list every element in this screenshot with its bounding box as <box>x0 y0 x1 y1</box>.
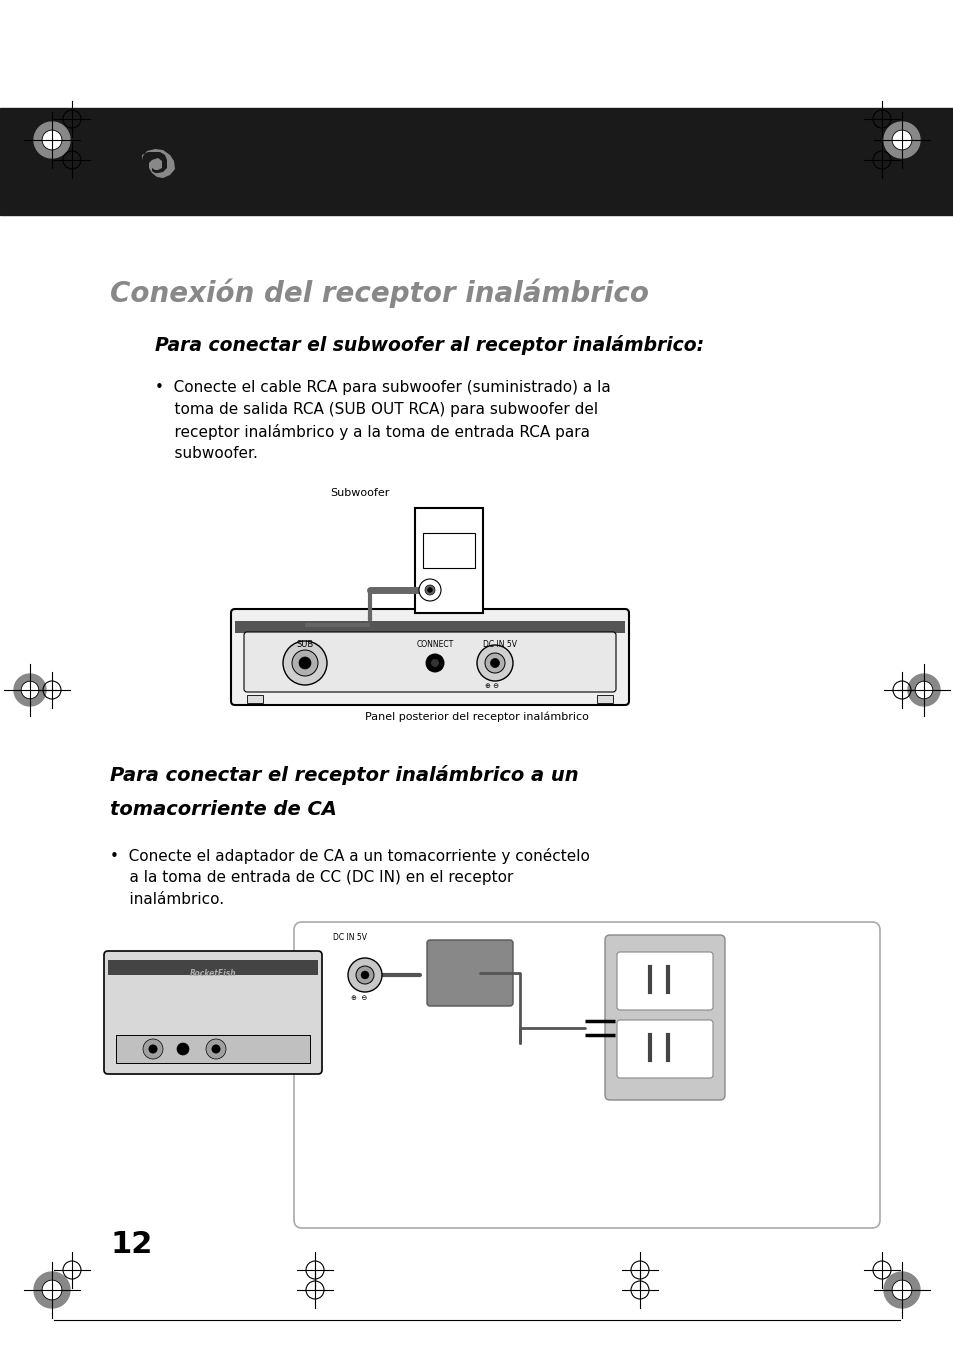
Text: •  Conecte el adaptador de CA a un tomacorriente y conéctelo: • Conecte el adaptador de CA a un tomaco… <box>110 848 589 865</box>
Circle shape <box>490 658 499 667</box>
Circle shape <box>424 585 435 594</box>
Text: DC IN 5V: DC IN 5V <box>482 640 517 648</box>
Text: Subwoofer: Subwoofer <box>330 488 389 499</box>
Circle shape <box>21 681 39 698</box>
Circle shape <box>426 654 443 671</box>
Circle shape <box>476 644 513 681</box>
Text: toma de salida RCA (SUB OUT RCA) para subwoofer del: toma de salida RCA (SUB OUT RCA) para su… <box>154 403 598 417</box>
Text: 12: 12 <box>110 1229 152 1259</box>
Circle shape <box>149 1044 157 1054</box>
Circle shape <box>42 1281 62 1300</box>
Bar <box>247 694 263 703</box>
Polygon shape <box>34 122 70 158</box>
Circle shape <box>143 1039 163 1059</box>
Text: receptor inalámbrico y a la toma de entrada RCA para: receptor inalámbrico y a la toma de entr… <box>154 424 589 440</box>
Text: ⊕  ⊖: ⊕ ⊖ <box>351 994 367 1001</box>
Polygon shape <box>34 1273 70 1308</box>
Text: tomacorriente de CA: tomacorriente de CA <box>110 800 336 819</box>
Circle shape <box>891 130 911 150</box>
Circle shape <box>212 1044 220 1054</box>
Circle shape <box>283 640 327 685</box>
Circle shape <box>484 653 504 673</box>
Circle shape <box>355 966 374 984</box>
Text: a la toma de entrada de CC (DC IN) en el receptor: a la toma de entrada de CC (DC IN) en el… <box>110 870 513 885</box>
Circle shape <box>292 650 317 676</box>
Text: Para conectar el subwoofer al receptor inalámbrico:: Para conectar el subwoofer al receptor i… <box>154 335 703 355</box>
Circle shape <box>418 580 440 601</box>
FancyBboxPatch shape <box>231 609 628 705</box>
Text: Para conectar el receptor inalámbrico a un: Para conectar el receptor inalámbrico a … <box>110 765 578 785</box>
Bar <box>415 508 482 613</box>
Text: ⊕ ⊖: ⊕ ⊖ <box>484 684 498 689</box>
FancyBboxPatch shape <box>427 940 513 1006</box>
Bar <box>234 621 624 634</box>
Circle shape <box>298 657 311 669</box>
Circle shape <box>42 130 62 150</box>
Polygon shape <box>907 674 939 707</box>
Circle shape <box>177 1043 189 1055</box>
FancyBboxPatch shape <box>244 632 616 692</box>
Circle shape <box>348 958 381 992</box>
Text: •  Conecte el cable RCA para subwoofer (suministrado) a la: • Conecte el cable RCA para subwoofer (s… <box>154 380 610 394</box>
Text: RocketFish: RocketFish <box>190 969 236 978</box>
Text: SUB: SUB <box>296 640 314 648</box>
FancyBboxPatch shape <box>104 951 322 1074</box>
Text: Panel posterior del receptor inalámbrico: Panel posterior del receptor inalámbrico <box>365 712 588 723</box>
Circle shape <box>914 681 932 698</box>
Polygon shape <box>883 1273 919 1308</box>
Text: DC IN 5V: DC IN 5V <box>333 934 367 942</box>
Circle shape <box>360 971 369 979</box>
Polygon shape <box>14 674 46 707</box>
Text: subwoofer.: subwoofer. <box>154 446 257 461</box>
Circle shape <box>891 1281 911 1300</box>
Bar <box>422 534 475 567</box>
Text: inalámbrico.: inalámbrico. <box>110 892 224 907</box>
Circle shape <box>431 659 438 667</box>
Bar <box>0 108 953 215</box>
FancyBboxPatch shape <box>604 935 724 1100</box>
Circle shape <box>427 588 432 593</box>
Bar <box>108 961 317 975</box>
Polygon shape <box>883 122 919 158</box>
Bar <box>116 1035 310 1063</box>
FancyBboxPatch shape <box>617 1020 712 1078</box>
Bar <box>597 694 613 703</box>
Circle shape <box>206 1039 226 1059</box>
Text: CONNECT: CONNECT <box>416 640 453 648</box>
Text: Conexión del receptor inalámbrico: Conexión del receptor inalámbrico <box>110 278 648 308</box>
PathPatch shape <box>142 149 174 178</box>
FancyBboxPatch shape <box>617 952 712 1011</box>
